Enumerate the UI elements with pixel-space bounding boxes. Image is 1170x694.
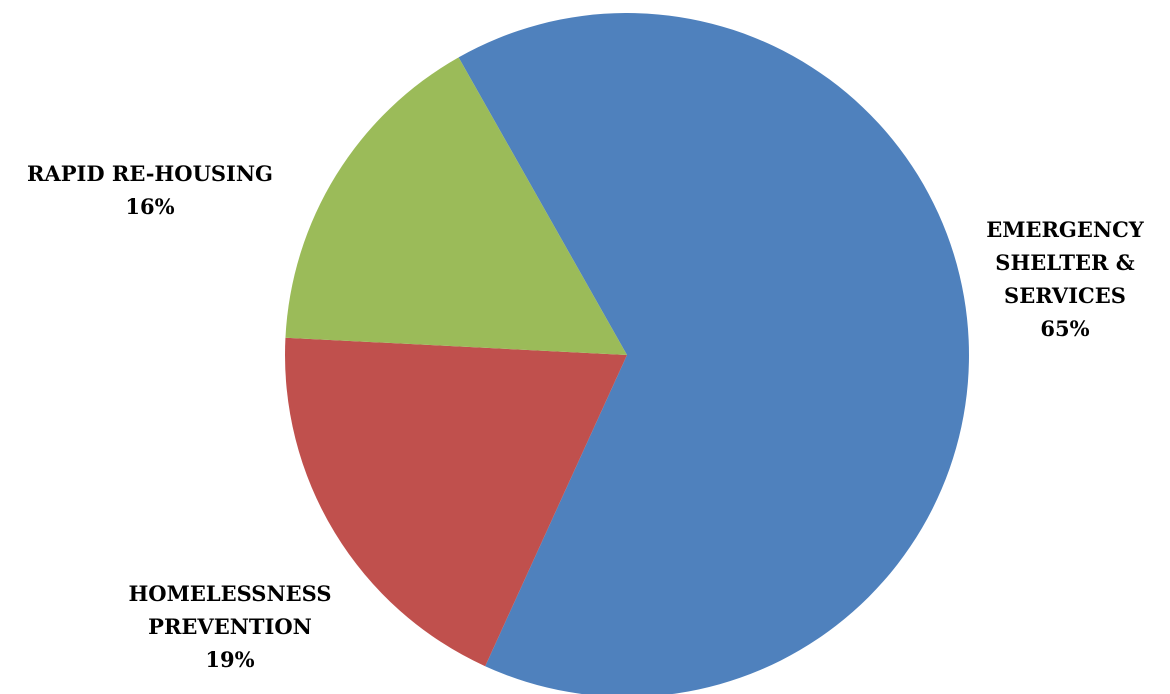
slice-label-homelessness-prevention: HOMELESSNESS PREVENTION 19%: [95, 577, 365, 676]
pie-slices: [285, 13, 969, 694]
slice-value-label: 16%: [125, 194, 175, 219]
slice-label-line: EMERGENCY: [986, 217, 1144, 242]
slice-value-label: 65%: [1040, 316, 1090, 341]
slice-label-line: SHELTER &: [995, 250, 1135, 275]
slice-homelessness-prevention: [285, 337, 627, 667]
slice-label-rapid-re-housing: RAPID RE-HOUSING 16%: [0, 157, 300, 223]
slice-emergency-shelter: [458, 13, 969, 694]
slice-rapid-re-housing: [285, 57, 627, 356]
slice-label-line: RAPID RE-HOUSING: [26, 161, 273, 186]
slice-label-line: SERVICES: [1004, 283, 1126, 308]
slice-label-line: HOMELESSNESS: [128, 581, 332, 606]
slice-value-label: 19%: [205, 647, 255, 672]
slice-label-line: PREVENTION: [148, 614, 312, 639]
slice-label-emergency-shelter: EMERGENCY SHELTER & SERVICES 65%: [960, 213, 1170, 345]
